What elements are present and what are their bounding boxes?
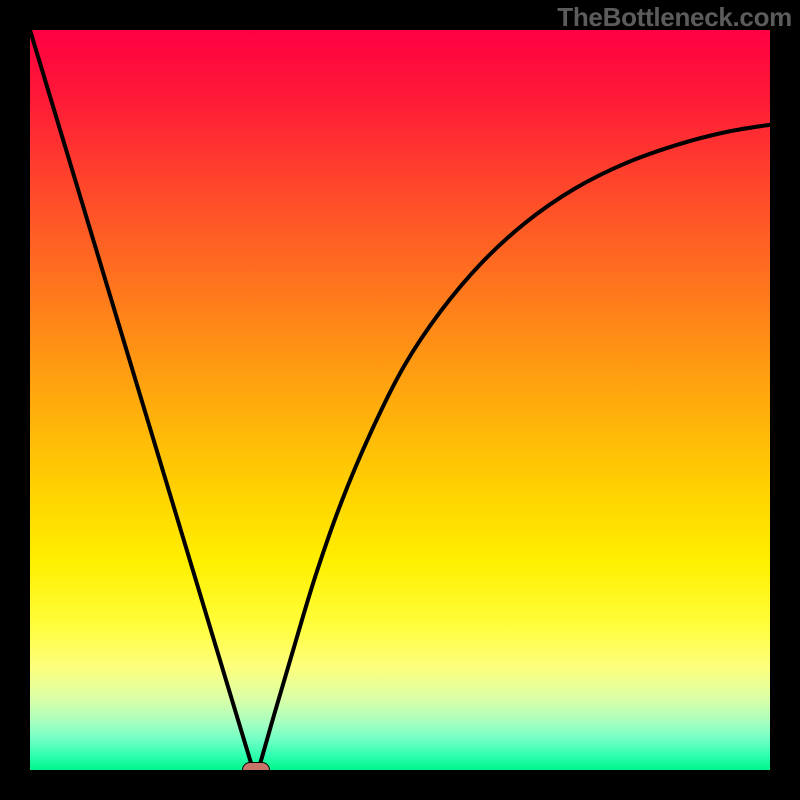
chart-border — [0, 0, 800, 800]
watermark-text: TheBottleneck.com — [557, 2, 792, 33]
chart-canvas: TheBottleneck.com — [0, 0, 800, 800]
